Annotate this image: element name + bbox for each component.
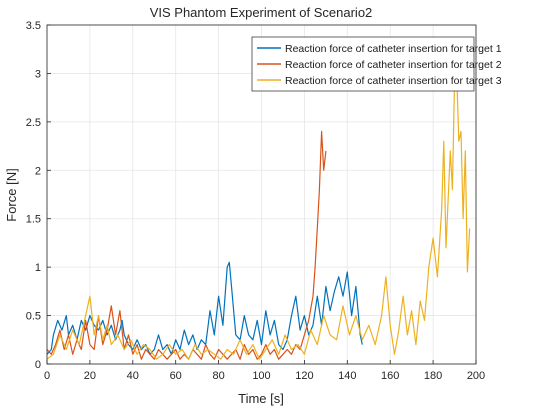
y-tick-label: 0.5 (26, 311, 41, 323)
y-tick-label: 2.5 (26, 117, 41, 129)
y-tick-label: 2 (35, 165, 41, 177)
y-tick-label: 0 (35, 359, 41, 371)
x-tick-label: 20 (84, 370, 96, 382)
x-tick-label: 160 (381, 370, 399, 382)
x-tick-label: 80 (212, 370, 224, 382)
y-tick-label: 3.5 (26, 20, 41, 32)
series-layer (46, 72, 471, 360)
legend-entry-target-1: Reaction force of catheter insertion for… (285, 43, 502, 55)
legend-entry-target-3: Reaction force of catheter insertion for… (285, 75, 502, 87)
axis-ticks: 0 20 40 60 80 100 120 140 160 180 200 0 0.5 1 1.5 2 2.5 3… (26, 20, 485, 382)
x-axis-label: Time [s] (238, 391, 284, 406)
legend-box (251, 36, 475, 92)
x-tick-label: 100 (252, 370, 270, 382)
x-tick-label: 40 (127, 370, 139, 382)
x-tick-label: 120 (295, 370, 313, 382)
x-tick-label: 0 (44, 370, 50, 382)
x-tick-label: 60 (170, 370, 182, 382)
series-line-target-3 (46, 72, 471, 360)
legend-entry-target-2: Reaction force of catheter insertion for… (285, 59, 502, 71)
y-tick-label: 1.5 (26, 214, 41, 226)
chart-title: VIS Phantom Experiment of Scenario2 (150, 5, 373, 20)
y-tick-label: 1 (35, 262, 41, 274)
legend: Reaction force of catheter insertion for… (251, 36, 502, 92)
y-tick-label: 3 (35, 68, 41, 80)
x-tick-label: 200 (467, 370, 485, 382)
x-tick-label: 140 (338, 370, 356, 382)
x-tick-label: 180 (424, 370, 442, 382)
y-axis-label: Force [N] (4, 168, 19, 221)
